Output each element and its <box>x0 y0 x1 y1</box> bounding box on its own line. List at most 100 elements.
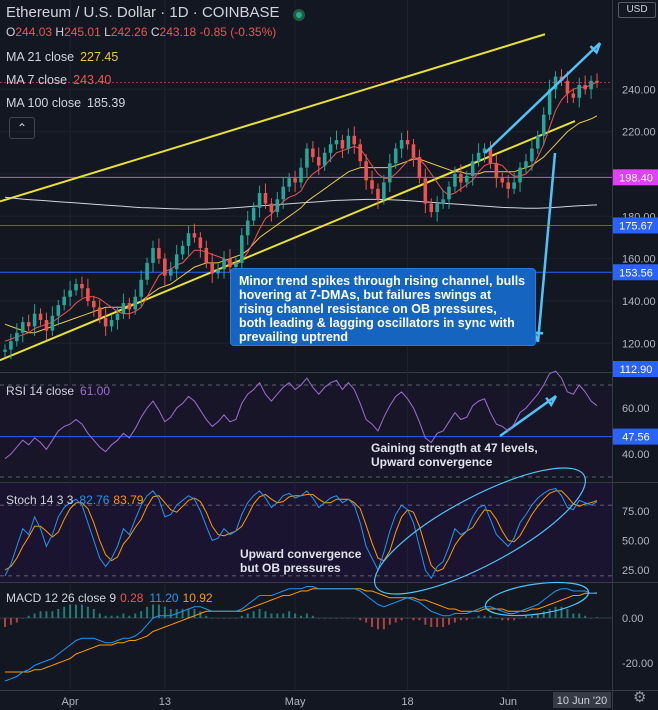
macd-histogram-bar <box>471 618 474 619</box>
stoch-pane-bg <box>0 483 612 582</box>
candle-body <box>470 161 475 177</box>
candle-body <box>476 152 481 162</box>
candle-body <box>364 161 368 181</box>
macd-histogram-bar <box>181 609 184 618</box>
candle-body <box>228 258 232 268</box>
candle-body <box>163 258 167 276</box>
ma7-legend[interactable]: MA 7 close 243.40 <box>6 73 112 87</box>
rsi-band-bg <box>0 385 612 477</box>
gear-icon[interactable]: ⚙ <box>633 689 647 706</box>
time-axis-label: Jun <box>499 696 517 708</box>
candle-body <box>411 144 416 158</box>
price-level-tag <box>613 217 658 234</box>
candle-body <box>334 140 339 145</box>
candle-body <box>68 290 72 297</box>
macd-histogram-bar <box>406 618 409 619</box>
candle-body <box>352 135 357 145</box>
symbol-title: Ethereum / U.S. Dollar · 1D · COINBASE <box>6 4 280 21</box>
main-annotation: Minor trend spikes through rising channe… <box>230 268 536 346</box>
candle-body <box>311 148 315 158</box>
candle-body <box>20 322 25 333</box>
time-axis-label: 18 <box>401 696 413 708</box>
macd-legend[interactable]: MACD 12 26 close 9 0.28 11.20 10.92 <box>6 591 213 605</box>
price-level-tag-label: 175.67 <box>619 220 653 232</box>
candle-body <box>305 148 309 168</box>
candle-body <box>44 320 49 331</box>
price-level-tag <box>613 169 658 186</box>
candle-body <box>447 186 451 200</box>
macd-histogram-bar <box>359 618 362 621</box>
macd-histogram-bar <box>376 618 379 630</box>
macd-histogram-bar <box>507 618 510 621</box>
macd-histogram-bar <box>530 615 533 618</box>
candle-body <box>429 203 434 213</box>
candle-body <box>435 203 439 213</box>
candle-body <box>26 322 31 327</box>
candle-body <box>56 305 61 316</box>
candle-body <box>198 237 203 249</box>
candle-body <box>174 254 179 270</box>
price-axis-label: 140.00 <box>622 296 656 308</box>
macd-histogram-bar <box>341 618 344 619</box>
ma21-legend[interactable]: MA 21 close 227.45 <box>6 50 119 64</box>
candle-body <box>382 182 386 200</box>
macd-histogram-bar <box>157 604 160 618</box>
price-trend-arrow-head <box>589 42 602 55</box>
macd-histogram-bar <box>519 618 522 619</box>
macd-histogram-bar <box>45 611 48 618</box>
macd-histogram-bar <box>477 615 480 618</box>
currency-badge[interactable]: USD <box>618 2 656 18</box>
macd-histogram-bar <box>9 618 12 625</box>
candle-body <box>299 167 303 183</box>
macd-histogram-bar <box>436 618 439 627</box>
rsi-legend[interactable]: RSI 14 close 61.00 <box>6 384 111 398</box>
candle-body <box>417 157 422 179</box>
macd-histogram-bar <box>489 615 492 618</box>
candle-body <box>38 313 43 321</box>
candle-body <box>388 163 392 183</box>
candle-body <box>553 76 558 90</box>
macd-histogram-bar <box>57 609 60 618</box>
macd-histogram-bar <box>453 618 456 623</box>
candle-body <box>547 89 552 115</box>
macd-histogram-bar <box>4 618 6 627</box>
stoch-axis-label: 25.00 <box>622 565 650 577</box>
candle-body <box>583 85 587 90</box>
macd-histogram-bar <box>412 618 415 621</box>
macd-histogram-bar <box>63 606 66 618</box>
macd-histogram-bar <box>560 606 563 618</box>
price-level-tag-label: 198.40 <box>619 172 653 184</box>
candle-body <box>393 148 398 164</box>
candle-body <box>15 332 19 342</box>
candle-body <box>281 186 286 200</box>
macd-histogram-bar <box>329 618 332 619</box>
macd-histogram-bar <box>163 606 166 618</box>
macd-histogram-bar <box>347 618 350 619</box>
macd-histogram-bar <box>264 611 267 618</box>
candle-body <box>512 182 516 189</box>
candle-body <box>86 288 90 301</box>
candle-body <box>459 173 463 183</box>
macd-histogram-bar <box>424 618 427 625</box>
candle-body <box>222 258 226 270</box>
macd-histogram-bar <box>578 613 581 618</box>
candle-body <box>541 114 546 136</box>
candle-body <box>405 140 410 145</box>
macd-histogram-bar <box>430 618 433 627</box>
candle-body <box>50 315 55 331</box>
stoch-axis-label: 75.00 <box>622 506 650 518</box>
stoch-legend[interactable]: Stoch 14 3 3 82.76 83.79 <box>6 493 144 507</box>
macd-histogram-bar <box>110 615 113 618</box>
macd-histogram-bar <box>86 606 89 618</box>
candle-body <box>92 300 96 308</box>
macd-histogram-bar <box>317 618 320 619</box>
candle-body <box>464 176 469 183</box>
macd-histogram-bar <box>566 609 569 618</box>
ma100-legend[interactable]: MA 100 close 185.39 <box>6 96 126 110</box>
channel-upper <box>0 33 546 203</box>
macd-highlight-ellipse <box>484 581 590 617</box>
chevron-up-icon[interactable]: ⌃ <box>9 117 35 139</box>
candle-body <box>530 148 534 162</box>
candle-body <box>3 349 7 352</box>
